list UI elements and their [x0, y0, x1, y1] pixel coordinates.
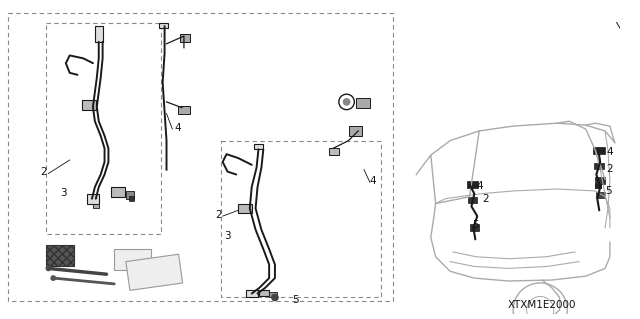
Text: 4: 4 — [174, 123, 181, 133]
Bar — [467, 181, 478, 188]
Bar — [329, 148, 339, 155]
Text: 3: 3 — [225, 231, 231, 241]
Bar — [83, 100, 96, 110]
Bar — [180, 34, 189, 42]
Bar — [178, 106, 189, 114]
Circle shape — [271, 293, 279, 301]
Circle shape — [51, 275, 56, 281]
Text: XTXM1E2000: XTXM1E2000 — [508, 300, 577, 310]
Bar — [87, 194, 99, 204]
Bar — [221, 141, 381, 297]
Bar — [470, 224, 479, 231]
Bar — [129, 196, 134, 201]
Circle shape — [342, 98, 351, 106]
Bar — [468, 197, 477, 203]
Bar — [595, 163, 604, 169]
Text: 1: 1 — [639, 105, 640, 115]
Text: 4: 4 — [606, 147, 612, 157]
Bar — [47, 245, 74, 266]
Text: 2: 2 — [41, 167, 47, 177]
Bar — [111, 187, 125, 197]
Bar — [259, 290, 269, 296]
Bar — [126, 191, 134, 199]
Bar — [593, 147, 605, 154]
Bar — [269, 292, 277, 297]
Bar — [114, 249, 151, 270]
Circle shape — [45, 265, 51, 271]
Bar — [349, 126, 362, 136]
Bar — [95, 26, 102, 42]
Bar — [238, 204, 252, 213]
Bar — [246, 290, 257, 297]
Text: 4: 4 — [370, 176, 376, 186]
Bar — [159, 23, 168, 28]
Bar — [595, 177, 605, 184]
Bar — [93, 204, 99, 208]
Bar — [356, 98, 370, 108]
Text: 5: 5 — [472, 220, 479, 230]
Bar — [253, 144, 263, 149]
Text: 2: 2 — [215, 210, 221, 220]
Text: 2: 2 — [606, 164, 612, 174]
Text: 3: 3 — [60, 188, 67, 198]
Bar — [595, 184, 602, 189]
Text: 5: 5 — [605, 186, 612, 196]
Text: 5: 5 — [292, 295, 299, 305]
Bar — [47, 23, 161, 234]
Text: 4: 4 — [476, 181, 483, 191]
Text: 2: 2 — [482, 194, 489, 204]
Bar — [596, 192, 605, 198]
Bar — [8, 13, 393, 301]
Bar — [126, 254, 182, 290]
